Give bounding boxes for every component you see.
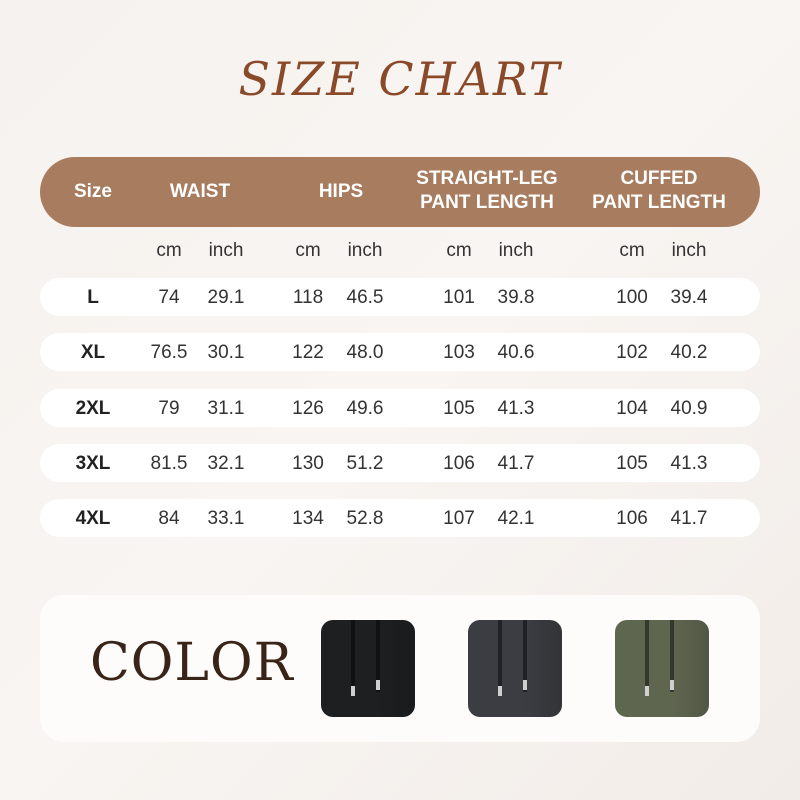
value-cell: 41.3 bbox=[497, 398, 535, 419]
value-cell: 134 bbox=[292, 508, 324, 529]
unit-label: inch bbox=[347, 240, 383, 261]
table-header: Size WAIST HIPS STRAIGHT-LEG PANT LENGTH… bbox=[40, 157, 760, 227]
value-cell: 40.2 bbox=[670, 342, 708, 363]
aglet bbox=[670, 680, 674, 690]
value-cell: 76.5 bbox=[150, 342, 188, 363]
size-cell: 4XL bbox=[75, 508, 111, 529]
value-cell: 41.3 bbox=[670, 453, 708, 474]
table-row: 4XL 84 33.1 134 52.8 107 42.1 106 41.7 bbox=[40, 499, 760, 537]
value-cell: 52.8 bbox=[346, 508, 384, 529]
unit-label: cm bbox=[295, 240, 321, 261]
drawstring bbox=[523, 620, 527, 692]
value-cell: 122 bbox=[292, 342, 324, 363]
table-row: 3XL 81.5 32.1 130 51.2 106 41.7 105 41.3 bbox=[40, 444, 760, 482]
table-row: 2XL 79 31.1 126 49.6 105 41.3 104 40.9 bbox=[40, 389, 760, 427]
value-cell: 31.1 bbox=[207, 398, 245, 419]
aglet bbox=[523, 680, 527, 690]
value-cell: 32.1 bbox=[207, 453, 245, 474]
value-cell: 51.2 bbox=[346, 453, 384, 474]
value-cell: 118 bbox=[292, 287, 324, 308]
header-straight-leg: STRAIGHT-LEG PANT LENGTH bbox=[416, 167, 557, 215]
value-cell: 40.9 bbox=[670, 398, 708, 419]
value-cell: 105 bbox=[616, 453, 648, 474]
value-cell: 106 bbox=[616, 508, 648, 529]
swatch-black[interactable] bbox=[321, 620, 415, 717]
aglet bbox=[351, 686, 355, 696]
value-cell: 33.1 bbox=[207, 508, 245, 529]
value-cell: 41.7 bbox=[670, 508, 708, 529]
value-cell: 79 bbox=[158, 398, 180, 419]
value-cell: 101 bbox=[443, 287, 475, 308]
drawstring bbox=[670, 620, 674, 692]
header-hips: HIPS bbox=[318, 181, 364, 202]
value-cell: 39.4 bbox=[670, 287, 708, 308]
value-cell: 30.1 bbox=[207, 342, 245, 363]
header-line: CUFFED bbox=[620, 168, 698, 189]
unit-label: inch bbox=[208, 240, 244, 261]
value-cell: 100 bbox=[616, 287, 648, 308]
value-cell: 84 bbox=[158, 508, 180, 529]
header-line: PANT LENGTH bbox=[592, 192, 726, 213]
value-cell: 105 bbox=[443, 398, 475, 419]
value-cell: 104 bbox=[616, 398, 648, 419]
swatch-dark-gray[interactable] bbox=[468, 620, 562, 717]
swatch-army-green[interactable] bbox=[615, 620, 709, 717]
size-cell: 3XL bbox=[75, 453, 111, 474]
unit-label: inch bbox=[498, 240, 534, 261]
value-cell: 48.0 bbox=[346, 342, 384, 363]
header-line: PANT LENGTH bbox=[420, 192, 554, 213]
header-line: STRAIGHT-LEG bbox=[416, 168, 558, 189]
drawstring bbox=[498, 620, 502, 692]
size-cell: 2XL bbox=[75, 398, 111, 419]
drawstring bbox=[645, 620, 649, 692]
value-cell: 126 bbox=[292, 398, 324, 419]
header-cuffed: CUFFED PANT LENGTH bbox=[592, 167, 726, 215]
drawstring bbox=[351, 620, 355, 692]
value-cell: 49.6 bbox=[346, 398, 384, 419]
unit-label: inch bbox=[671, 240, 707, 261]
unit-label: cm bbox=[156, 240, 182, 261]
aglet bbox=[645, 686, 649, 696]
size-cell: L bbox=[87, 287, 99, 308]
value-cell: 42.1 bbox=[497, 508, 535, 529]
value-cell: 41.7 bbox=[497, 453, 535, 474]
unit-label: cm bbox=[446, 240, 472, 261]
value-cell: 46.5 bbox=[346, 287, 384, 308]
value-cell: 103 bbox=[443, 342, 475, 363]
value-cell: 39.8 bbox=[497, 287, 535, 308]
header-size: Size bbox=[73, 181, 113, 202]
table-row: L 74 29.1 118 46.5 101 39.8 100 39.4 bbox=[40, 278, 760, 316]
page-title: SIZE CHART bbox=[238, 52, 562, 106]
value-cell: 74 bbox=[158, 287, 180, 308]
aglet bbox=[376, 680, 380, 690]
color-panel: COLOR bbox=[40, 595, 760, 742]
value-cell: 107 bbox=[443, 508, 475, 529]
table-row: XL 76.5 30.1 122 48.0 103 40.6 102 40.2 bbox=[40, 333, 760, 371]
aglet bbox=[498, 686, 502, 696]
header-waist: WAIST bbox=[169, 181, 231, 202]
value-cell: 130 bbox=[292, 453, 324, 474]
size-cell: XL bbox=[80, 342, 106, 363]
unit-label: cm bbox=[619, 240, 645, 261]
drawstring bbox=[376, 620, 380, 692]
value-cell: 102 bbox=[616, 342, 648, 363]
color-label: COLOR bbox=[90, 633, 294, 693]
value-cell: 29.1 bbox=[207, 287, 245, 308]
value-cell: 40.6 bbox=[497, 342, 535, 363]
value-cell: 81.5 bbox=[150, 453, 188, 474]
value-cell: 106 bbox=[443, 453, 475, 474]
